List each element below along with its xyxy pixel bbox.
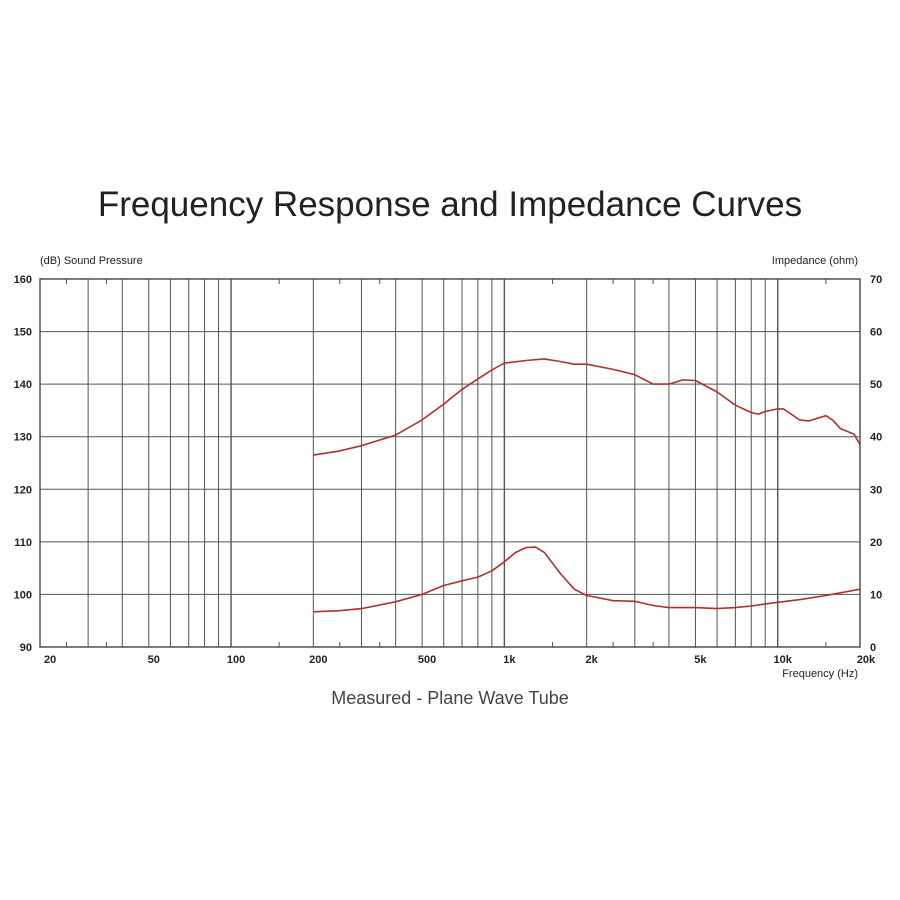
x-tick-label: 2k [586,654,599,666]
y-tick-right-label: 10 [870,589,882,601]
x-tick-label: 10k [774,654,793,666]
y-tick-left-label: 90 [20,642,32,654]
y-axis-left-label: (dB) Sound Pressure [40,255,143,267]
x-tick-label: 200 [309,654,327,666]
x-axis-label: Frequency (Hz) [782,668,858,680]
chart-title: Frequency Response and Impedance Curves [97,185,803,224]
curves [313,358,861,613]
y-tick-left-label: 120 [14,484,32,496]
x-tick-label: 100 [227,654,245,666]
impedance-curve [313,546,861,613]
y-tick-left-label: 100 [14,589,32,601]
x-tick-label: 20 [44,654,56,666]
x-tick-label: 20k [857,654,876,666]
x-tick-label: 5k [694,654,707,666]
y-tick-left-label: 150 [14,327,32,339]
y-tick-left-label: 140 [14,379,32,391]
y-tick-right-label: 30 [870,484,882,496]
y-tick-right-label: 40 [870,432,882,444]
y-tick-left-label: 130 [14,432,32,444]
y-tick-right-label: 20 [870,537,882,549]
y-tick-right-label: 60 [870,327,882,339]
y-tick-right-label: 70 [870,274,882,286]
y-tick-left-label: 160 [14,274,32,286]
plot-frame [39,278,861,648]
y-tick-right-label: 0 [870,642,876,654]
sound-pressure-curve [313,358,861,456]
chart-caption: Measured - Plane Wave Tube [331,688,569,708]
x-tick-label: 1k [503,654,516,666]
grid [39,278,861,648]
tick-labels: 90 100 110 120 130 140 150 160 0 10 20 30 40 50 60 70 20… [14,274,883,666]
y-tick-right-label: 50 [870,379,882,391]
y-tick-left-label: 110 [14,537,32,549]
x-tick-label: 500 [418,654,436,666]
x-tick-label: 50 [148,654,160,666]
y-axis-right-label: Impedance (ohm) [772,255,858,267]
